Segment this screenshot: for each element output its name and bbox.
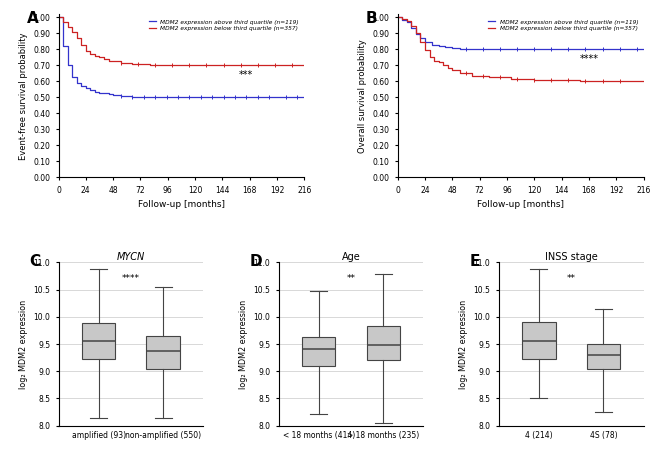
PathPatch shape [367, 326, 400, 360]
X-axis label: Follow-up [months]: Follow-up [months] [138, 201, 225, 210]
Y-axis label: log₂ MDM2 expression: log₂ MDM2 expression [459, 299, 468, 389]
X-axis label: Follow-up [months]: Follow-up [months] [477, 201, 564, 210]
Y-axis label: Overall survival probability: Overall survival probability [358, 39, 367, 153]
Title: MYCN: MYCN [117, 252, 145, 262]
Legend: MDM2 expression above third quartile (n=119), MDM2 expression below third quarti: MDM2 expression above third quartile (n=… [486, 17, 641, 34]
PathPatch shape [302, 337, 335, 366]
Text: **: ** [567, 274, 576, 283]
Text: E: E [470, 254, 480, 269]
Y-axis label: log₂ MDM2 expression: log₂ MDM2 expression [19, 299, 28, 389]
Title: INSS stage: INSS stage [545, 252, 597, 262]
Text: **: ** [346, 274, 356, 283]
Text: ***: *** [239, 70, 254, 80]
PathPatch shape [522, 322, 556, 359]
PathPatch shape [586, 344, 620, 368]
Text: C: C [29, 254, 41, 269]
Text: A: A [27, 11, 38, 26]
PathPatch shape [146, 336, 180, 368]
Title: Age: Age [342, 252, 360, 262]
PathPatch shape [82, 324, 116, 359]
Y-axis label: Event-free survival probability: Event-free survival probability [19, 32, 27, 159]
Text: ****: **** [579, 54, 599, 64]
Text: ****: **** [122, 274, 140, 283]
Legend: MDM2 expression above third quartile (n=119), MDM2 expression below third quarti: MDM2 expression above third quartile (n=… [146, 17, 302, 34]
Text: B: B [366, 11, 378, 26]
Text: D: D [250, 254, 262, 269]
Y-axis label: log₂ MDM2 expression: log₂ MDM2 expression [239, 299, 248, 389]
